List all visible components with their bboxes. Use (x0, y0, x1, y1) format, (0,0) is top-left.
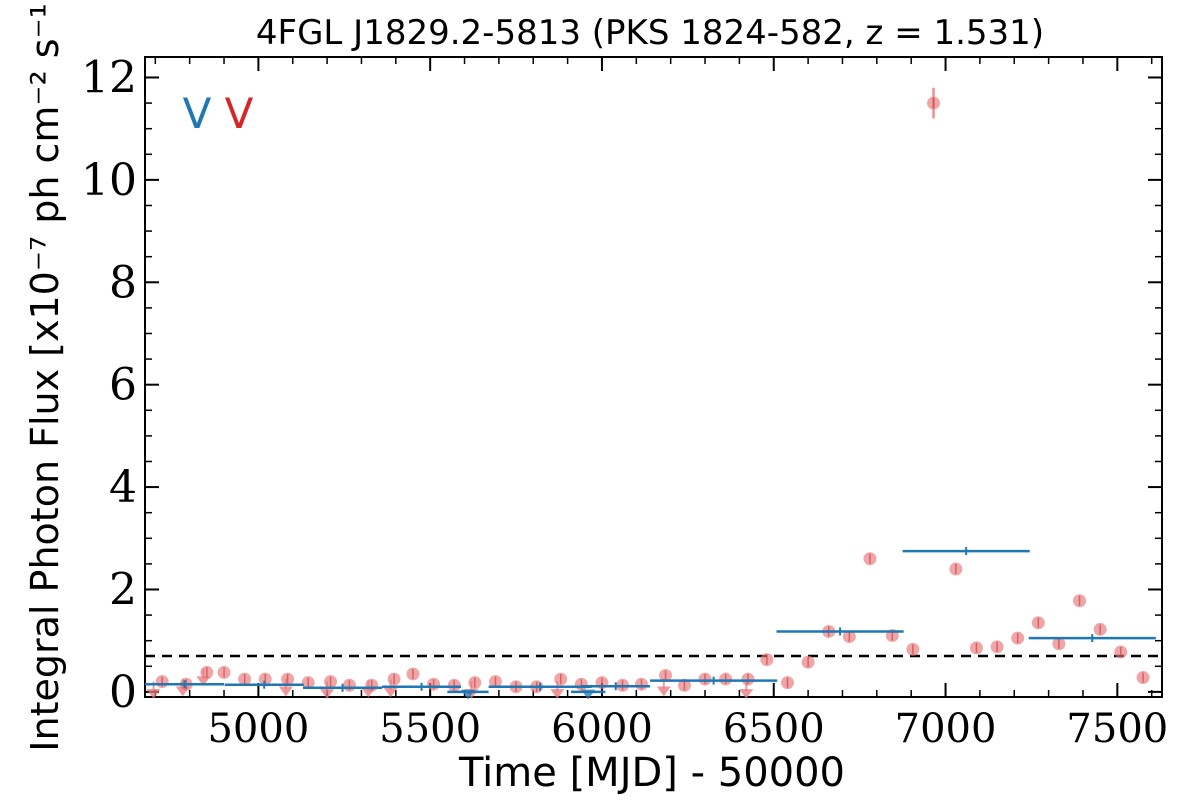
x-tick-label: 7500 (1066, 706, 1168, 752)
y-tick-label: 12 (81, 52, 137, 103)
upper-limit-arrow (278, 686, 293, 697)
upper-limit-arrow (656, 686, 671, 697)
upper-limit-arrow (320, 689, 335, 699)
upper-limit-arrow (581, 689, 596, 700)
marker-label-red: V (225, 89, 254, 138)
y-tick-label: 2 (109, 564, 137, 615)
marker-label-blue: V (183, 89, 212, 138)
y-tick-label: 8 (109, 257, 137, 308)
upper-limit-arrow (550, 689, 565, 699)
x-tick-label: 6000 (551, 706, 653, 752)
y-tick-label: 10 (81, 155, 137, 206)
y-tick-label: 4 (109, 462, 137, 513)
series-coarse-bins (145, 547, 1156, 700)
y-tick-label: 6 (109, 360, 137, 411)
plot-frame (144, 56, 1163, 698)
x-tick-label: 5500 (379, 706, 481, 752)
y-tick-label: 0 (109, 667, 137, 718)
x-axis-label: Time [MJD] - 50000 (458, 750, 845, 796)
upper-limit-arrow (383, 687, 398, 698)
plot-area: 5000 5500 6000 6500 7000 7500 0 2 4 6 8 10 12 V V (81, 52, 1168, 752)
x-tick-label: 7000 (895, 706, 997, 752)
x-tick-label: 5000 (207, 706, 309, 752)
upper-limit-arrow (146, 689, 161, 699)
axis-ticks: 5000 5500 6000 6500 7000 7500 0 2 4 6 8 10 12 (81, 52, 1168, 752)
chart-title: 4FGL J1829.2-5813 (PKS 1824-582, z = 1.5… (256, 13, 1044, 53)
x-tick-label: 6500 (723, 706, 825, 752)
y-axis-label: Integral Photon Flux [x10⁻⁷ ph cm⁻² s⁻¹] (23, 0, 67, 752)
series-fine-bins (146, 87, 1150, 699)
upper-limit-arrow (460, 689, 475, 700)
upper-limit-arrow (739, 689, 754, 699)
